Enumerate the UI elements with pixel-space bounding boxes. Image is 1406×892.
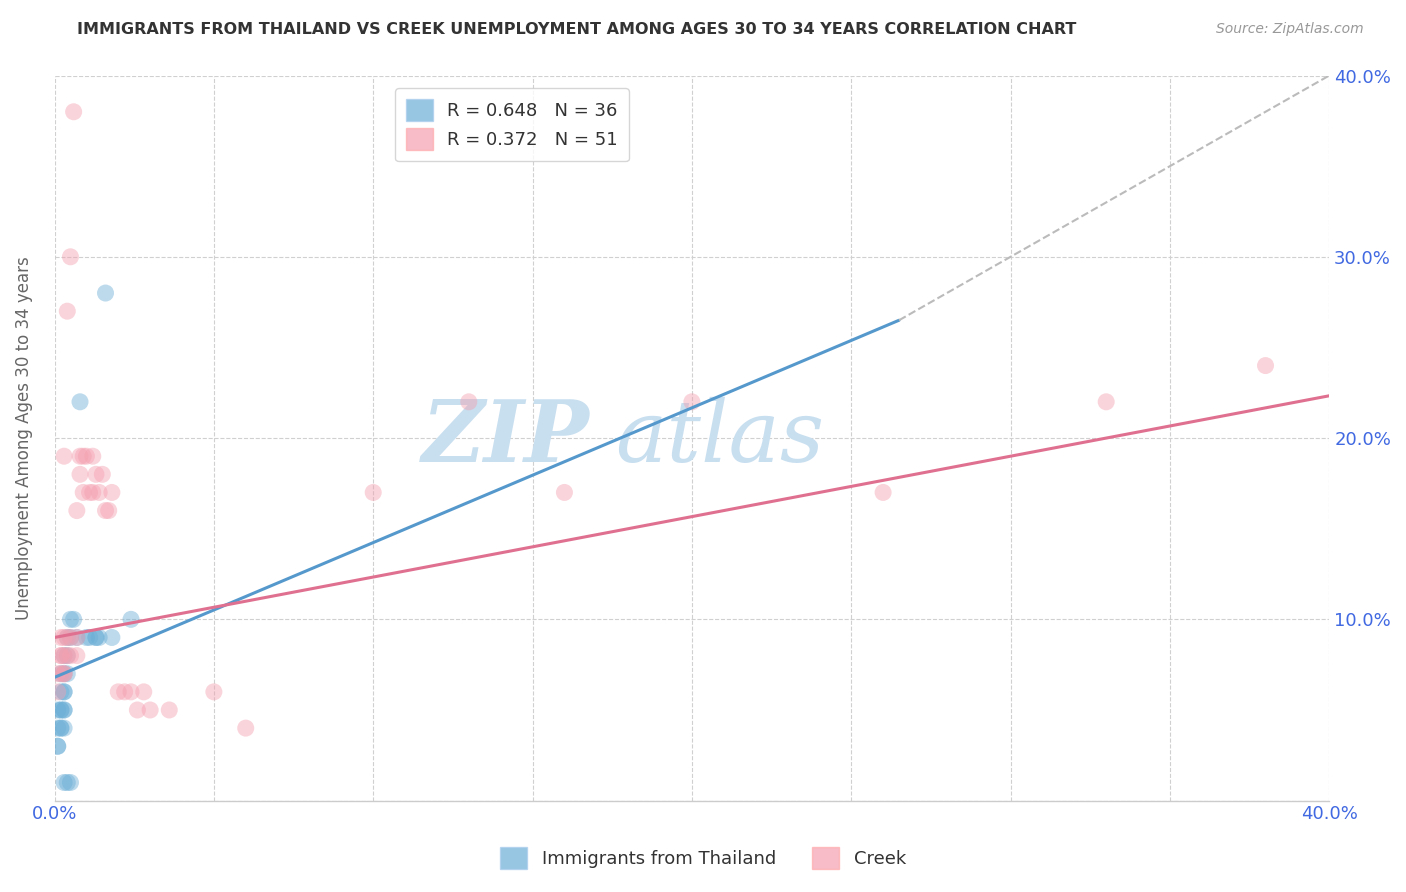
Point (84, 467, 107, 482)
Point (94, 503, 117, 517)
Point (66, 631, 89, 645)
Point (49, 631, 72, 645)
Point (53, 703, 76, 717)
Point (79, 485, 101, 500)
Point (84, 631, 107, 645)
Point (1254, 359, 1277, 373)
Point (62, 612, 84, 626)
Point (56, 648, 79, 663)
Point (46, 666, 69, 681)
Point (53, 648, 76, 663)
Text: ZIP: ZIP (422, 396, 591, 480)
Point (59, 631, 82, 645)
Point (49, 721, 72, 735)
Point (46, 703, 69, 717)
Legend: R = 0.648   N = 36, R = 0.372   N = 51: R = 0.648 N = 36, R = 0.372 N = 51 (395, 88, 628, 161)
Point (49, 666, 72, 681)
Point (94, 286, 117, 301)
Point (66, 503, 89, 517)
Point (91, 467, 114, 482)
Point (49, 648, 72, 663)
Point (53, 721, 76, 735)
Point (53, 775, 76, 789)
Point (53, 685, 76, 699)
Point (139, 703, 162, 717)
Point (202, 685, 225, 699)
Point (75, 631, 97, 645)
Point (49, 666, 72, 681)
Text: IMMIGRANTS FROM THAILAND VS CREEK UNEMPLOYMENT AMONG AGES 30 TO 34 YEARS CORRELA: IMMIGRANTS FROM THAILAND VS CREEK UNEMPL… (77, 22, 1077, 37)
Point (120, 612, 142, 626)
Point (101, 485, 124, 500)
Point (120, 685, 142, 699)
Point (553, 485, 575, 500)
Point (49, 721, 72, 735)
Point (59, 612, 82, 626)
Point (107, 685, 129, 699)
Point (49, 703, 72, 717)
Point (46, 739, 69, 754)
Point (49, 685, 72, 699)
Point (101, 631, 124, 645)
Point (114, 685, 136, 699)
Point (69, 449, 91, 463)
Point (53, 648, 76, 663)
Point (457, 394, 479, 409)
Text: Source: ZipAtlas.com: Source: ZipAtlas.com (1216, 22, 1364, 37)
Point (53, 631, 76, 645)
Point (66, 631, 89, 645)
Point (59, 250, 82, 264)
Point (69, 394, 91, 409)
Point (49, 648, 72, 663)
Point (84, 631, 107, 645)
Point (235, 721, 257, 735)
Point (53, 449, 76, 463)
Point (49, 703, 72, 717)
Point (56, 631, 79, 645)
Point (132, 685, 155, 699)
Point (75, 449, 97, 463)
Point (79, 631, 101, 645)
Point (56, 304, 79, 318)
Point (56, 631, 79, 645)
Point (59, 775, 82, 789)
Text: atlas: atlas (616, 397, 824, 479)
Point (72, 449, 94, 463)
Point (56, 666, 79, 681)
Point (53, 685, 76, 699)
Point (59, 648, 82, 663)
Point (62, 104, 84, 119)
Y-axis label: Unemployment Among Ages 30 to 34 years: Unemployment Among Ages 30 to 34 years (15, 256, 32, 620)
Point (157, 703, 180, 717)
Point (89, 631, 111, 645)
Point (72, 485, 94, 500)
Point (53, 703, 76, 717)
Point (66, 648, 89, 663)
Point (681, 394, 703, 409)
Point (872, 485, 894, 500)
Point (82, 485, 104, 500)
Point (127, 703, 149, 717)
Point (56, 648, 79, 663)
Point (53, 666, 76, 681)
Point (53, 666, 76, 681)
Point (59, 631, 82, 645)
Legend: Immigrants from Thailand, Creek: Immigrants from Thailand, Creek (494, 839, 912, 876)
Point (46, 685, 69, 699)
Point (46, 721, 69, 735)
Point (89, 485, 111, 500)
Point (1095, 394, 1118, 409)
Point (82, 449, 104, 463)
Point (56, 775, 79, 789)
Point (361, 485, 384, 500)
Point (53, 666, 76, 681)
Point (46, 739, 69, 754)
Point (97, 503, 120, 517)
Point (69, 467, 91, 482)
